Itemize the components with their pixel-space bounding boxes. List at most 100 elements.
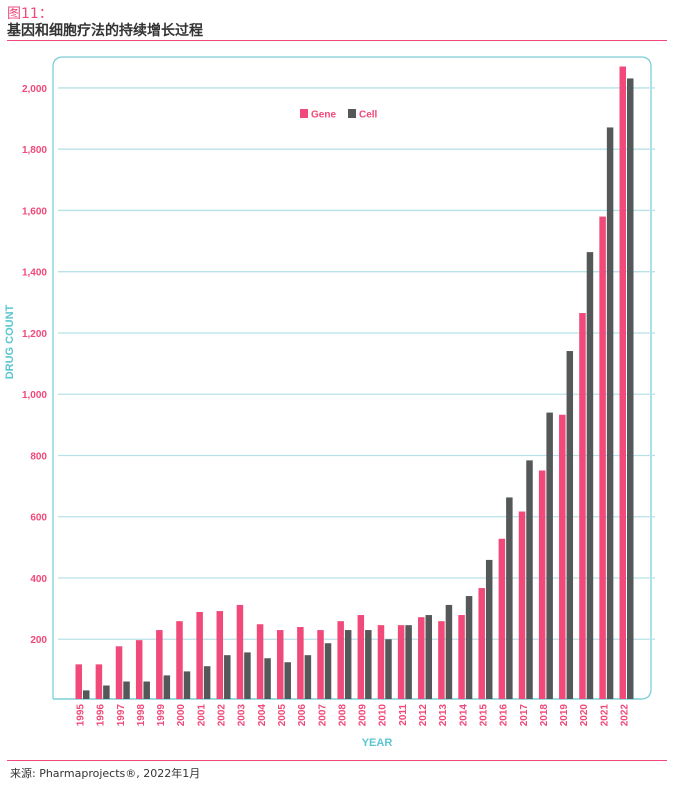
x-tick-label: 2006 <box>297 704 308 727</box>
x-tick-label: 1998 <box>136 704 147 727</box>
bar-cell-2007 <box>324 643 332 699</box>
bar-gene-2001 <box>196 611 203 699</box>
bar-cell-2014 <box>465 596 473 699</box>
y-tick-label: 1,400 <box>22 268 47 279</box>
bar-gene-2008 <box>337 621 344 699</box>
y-axis-title: DRUG COUNT <box>4 304 16 379</box>
bar-cell-1995 <box>83 690 90 699</box>
chart-title: 基因和细胞疗法的持续增长过程 <box>7 23 203 39</box>
x-axis-title: YEAR <box>362 737 393 749</box>
bar-cell-2012 <box>425 615 433 699</box>
y-tick-label: 2,000 <box>22 84 47 95</box>
bar-cell-2013 <box>445 604 453 699</box>
bar-cell-2019 <box>566 351 574 699</box>
bar-gene-2017 <box>518 511 526 699</box>
bar-cell-1999 <box>163 675 171 699</box>
bar-gene-2007 <box>317 630 324 699</box>
x-tick-label: 2014 <box>458 704 469 727</box>
bar-gene-2002 <box>216 611 224 699</box>
bar-gene-2006 <box>297 626 304 699</box>
y-tick-label: 600 <box>30 513 47 524</box>
bar-gene-2012 <box>418 617 425 699</box>
bar-cell-2002 <box>224 655 231 699</box>
footer-divider <box>7 760 667 761</box>
bar-gene-2004 <box>256 624 264 699</box>
x-tick-label: 1995 <box>76 704 87 727</box>
bar-gene-2003 <box>236 604 244 699</box>
bar-cell-1998 <box>143 681 150 699</box>
x-tick-label: 2021 <box>599 704 610 727</box>
bar-cell-2004 <box>264 658 271 699</box>
x-tick-label: 2015 <box>478 704 489 727</box>
bar-cell-2008 <box>344 630 352 699</box>
bar-cell-1996 <box>103 685 110 699</box>
bar-cell-2003 <box>244 652 251 699</box>
x-tick-label: 2000 <box>176 704 187 727</box>
bar-gene-2021 <box>599 216 606 699</box>
x-tick-label: 2011 <box>398 704 409 726</box>
bar-gene-2018 <box>538 470 546 699</box>
bar-cell-2021 <box>606 127 614 699</box>
bar-gene-2019 <box>559 414 566 699</box>
x-tick-label: 2004 <box>257 704 268 727</box>
bar-gene-2015 <box>478 588 485 699</box>
x-tick-label: 1999 <box>156 704 167 727</box>
bar-gene-2000 <box>176 621 183 699</box>
x-tick-label: 2003 <box>237 704 248 727</box>
y-tick-label: 1,600 <box>22 206 47 217</box>
bar-cell-2018 <box>546 412 553 699</box>
bar-cell-2022 <box>627 78 634 700</box>
bar-chart: 200 400 600 800 1,000 1,200 1,400 1,600 1,800 2,0… <box>4 56 655 749</box>
x-tick-label: 2010 <box>378 704 389 727</box>
legend-label-cell: Cell <box>359 110 378 121</box>
plot-frame <box>52 56 652 700</box>
header-divider <box>7 40 667 41</box>
bar-gene-2013 <box>438 621 445 699</box>
bar-gene-1995 <box>75 664 82 699</box>
y-tick-label: 1,200 <box>22 329 47 340</box>
x-tick-label: 2019 <box>559 704 570 727</box>
y-tick-label: 200 <box>30 635 47 646</box>
bar-gene-2011 <box>397 625 405 699</box>
y-tick-label: 800 <box>30 451 47 462</box>
bar-gene-1997 <box>115 646 123 699</box>
y-tick-label: 400 <box>30 574 47 585</box>
y-tick-label: 1,000 <box>22 390 47 401</box>
bar-gene-2009 <box>357 615 365 699</box>
x-tick-label: 2018 <box>539 704 550 727</box>
bar-cell-2006 <box>304 655 312 699</box>
bar-gene-2016 <box>498 538 506 699</box>
bar-cell-2000 <box>183 671 191 699</box>
legend-label-gene: Gene <box>311 110 336 121</box>
bar-gene-1999 <box>156 630 163 699</box>
x-tick-label: 2008 <box>337 704 348 727</box>
bar-cell-2020 <box>586 252 594 700</box>
bar-gene-2014 <box>458 615 465 699</box>
x-tick-label: 2017 <box>519 704 530 727</box>
bar-cell-2009 <box>365 630 372 699</box>
x-tick-label: 2009 <box>358 704 369 727</box>
source-note: 来源: Pharmaprojects®, 2022年1月 <box>10 767 201 780</box>
bar-cell-2015 <box>485 559 493 699</box>
x-tick-label: 2005 <box>277 704 288 727</box>
bar-gene-2005 <box>276 630 284 699</box>
bar-gene-2020 <box>579 313 586 699</box>
x-tick-label: 1997 <box>116 704 127 727</box>
x-tick-label: 2012 <box>418 704 429 727</box>
bar-gene-2022 <box>619 66 626 699</box>
bar-cell-2017 <box>526 460 533 699</box>
x-tick-label: 2007 <box>317 704 328 727</box>
bar-cell-2001 <box>203 666 211 699</box>
legend-swatch-gene <box>300 109 308 118</box>
bar-cell-2016 <box>506 497 513 699</box>
bar-gene-1998 <box>135 640 143 699</box>
x-tick-label: 2001 <box>196 704 207 727</box>
y-tick-label: 1,800 <box>22 145 47 156</box>
x-tick-label: 2013 <box>438 704 449 727</box>
figure-label: 图11： <box>7 6 53 22</box>
bar-gene-1996 <box>95 664 103 699</box>
bar-cell-2005 <box>284 662 291 699</box>
legend-swatch-cell <box>348 109 356 118</box>
x-tick-label: 2022 <box>620 704 631 727</box>
bar-cell-1997 <box>123 681 130 699</box>
